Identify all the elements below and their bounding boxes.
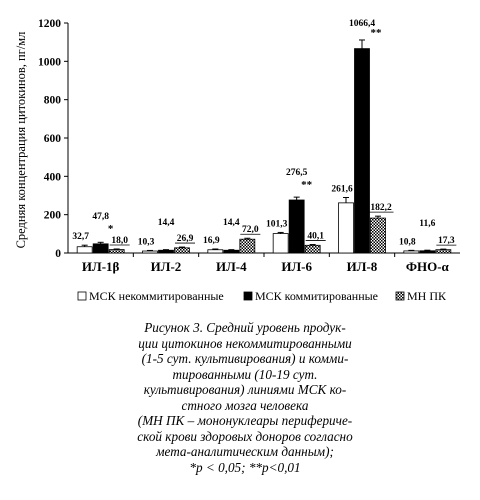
significance-marker: ** [301, 179, 313, 191]
data-label: 26,9 [177, 234, 194, 244]
bar [174, 247, 190, 254]
data-label: 101,3 [266, 219, 288, 229]
data-label: 10,3 [138, 237, 155, 247]
x-tick-label: ИЛ-4 [216, 259, 247, 274]
bar [272, 233, 289, 254]
bar [354, 48, 370, 254]
data-label: 14,4 [158, 218, 175, 228]
data-label: 182,2 [370, 203, 392, 213]
legend-swatch [77, 291, 87, 301]
data-label: 16,9 [203, 236, 220, 246]
data-label: 261,6 [331, 184, 353, 194]
significance-marker: ** [371, 27, 383, 39]
data-label: 276,5 [286, 168, 308, 178]
y-tick-label: 200 [44, 210, 62, 222]
bar [207, 249, 224, 254]
bar [76, 246, 93, 254]
bar [108, 249, 125, 254]
data-label: 17,3 [438, 236, 455, 246]
bar [158, 249, 174, 254]
bar [239, 238, 256, 254]
legend: МСК некоммитированные МСК коммитированные… [77, 289, 447, 303]
caption-line: (МН ПК – мононуклеары перифериче- [137, 413, 353, 428]
y-tick-label: 800 [44, 95, 62, 107]
x-tick-label: ИЛ-1β [82, 259, 120, 274]
data-label: 14,4 [223, 218, 240, 228]
x-tick-label: ИЛ-2 [151, 259, 182, 274]
caption-line: ции цитокинов некоммитированными [138, 335, 352, 351]
bar [92, 243, 109, 254]
bar [419, 250, 436, 254]
data-label: 18,0 [111, 236, 128, 246]
bar [370, 217, 386, 254]
data-label: 40,1 [307, 232, 324, 242]
data-label: 72,0 [242, 225, 259, 235]
figure-caption: Рисунок 3. Средний уровень продук- ции ц… [40, 320, 450, 475]
y-axis-title: Средняя концентрация цитокинов, пг/мл [14, 32, 28, 249]
legend-label: МСК коммитированные [255, 289, 378, 303]
caption-line: стного мозга человека [181, 397, 309, 413]
x-tick-label: ИЛ-6 [281, 259, 312, 274]
caption-line: ской крови здоровых доноров согласно [137, 428, 353, 444]
data-label: 11,6 [419, 219, 435, 229]
legend-swatch [243, 291, 253, 301]
caption-line: тированными (10-19 сут. [172, 366, 318, 382]
data-label: 1066,4 [349, 19, 375, 29]
legend-label: МСК некоммитированные [89, 289, 224, 303]
bar [142, 250, 158, 254]
data-label: 10,8 [399, 237, 416, 247]
caption-line: *р < 0,05; **р<0,01 [189, 459, 301, 475]
legend-label: МН ПК [407, 289, 447, 303]
bar [338, 202, 354, 254]
bar [223, 249, 240, 254]
caption-line: (1-5 сут. культивирования) и комми- [141, 351, 349, 366]
x-tick-label: ИЛ-8 [347, 259, 378, 274]
bar [435, 249, 452, 254]
caption-line: культивирования) линиями МСК ко- [143, 382, 347, 397]
caption-line: мета-аналитическим данным); [156, 444, 334, 459]
significance-marker: * [108, 223, 114, 235]
data-label: 32,7 [72, 232, 89, 242]
legend-swatch [395, 291, 405, 301]
caption-line: Рисунок 3. Средний уровень продук- [144, 320, 346, 335]
bar [288, 199, 305, 254]
y-tick-label: 1000 [38, 56, 61, 68]
data-label: 47,8 [92, 212, 109, 222]
x-tick-label: ФНО-α [406, 259, 450, 274]
y-tick-label: 1200 [38, 18, 61, 30]
y-tick-label: 0 [55, 248, 61, 260]
bar [403, 250, 420, 254]
bar [304, 244, 321, 254]
cytokine-bar-chart: Средняя концентрация цитокинов, пг/мл 0 2… [14, 18, 460, 303]
y-tick-label: 600 [44, 133, 62, 145]
y-tick-label: 400 [44, 171, 62, 183]
